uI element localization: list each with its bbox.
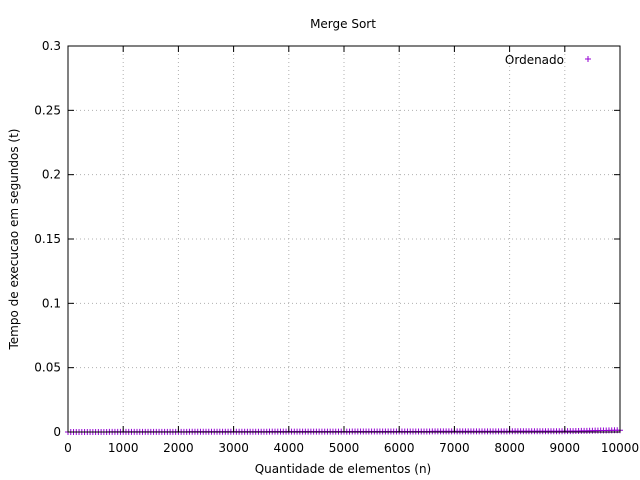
x-tick-label: 8000 (494, 441, 525, 455)
chart-title: Merge Sort (310, 17, 376, 31)
y-axis-label: Tempo de execucao em segundos (t) (7, 129, 21, 351)
y-tick-label: 0.25 (34, 103, 61, 117)
x-tick-label: 2000 (163, 441, 194, 455)
y-tick-label: 0 (53, 425, 61, 439)
x-tick-label: 7000 (439, 441, 470, 455)
legend-label: Ordenado (505, 53, 564, 67)
x-tick-label: 9000 (550, 441, 581, 455)
y-tick-label: 0.3 (42, 39, 61, 53)
y-tick-label: 0.2 (42, 168, 61, 182)
y-tick-label: 0.15 (34, 232, 61, 246)
x-tick-label: 5000 (329, 441, 360, 455)
x-tick-label: 6000 (384, 441, 415, 455)
y-tick-label: 0.05 (34, 361, 61, 375)
x-tick-label: 1000 (108, 441, 139, 455)
y-tick-label: 0.1 (42, 296, 61, 310)
x-tick-label: 3000 (218, 441, 249, 455)
grid-lines (68, 46, 620, 432)
axes-ticks: 0 1000 2000 3000 4000 5000 6000 7000 8000 9000 100… (34, 39, 639, 455)
x-tick-label: 4000 (274, 441, 305, 455)
legend-marker (585, 56, 591, 62)
x-tick-label: 0 (64, 441, 72, 455)
x-axis-label: Quantidade de elementos (n) (255, 462, 432, 476)
x-tick-label: 10000 (601, 441, 639, 455)
legend: Ordenado (505, 53, 591, 67)
